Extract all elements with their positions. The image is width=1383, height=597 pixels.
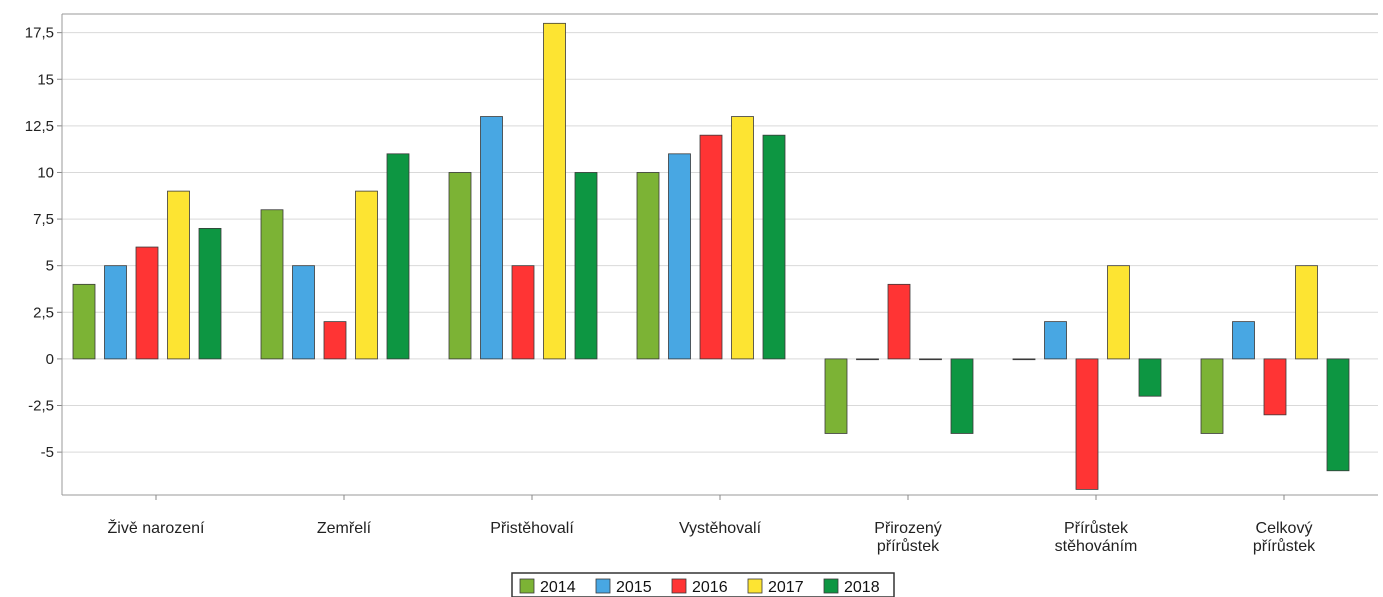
- y-tick-label: 15: [37, 71, 54, 88]
- bar-2018: [1326, 358, 1350, 472]
- bar-2015: [668, 153, 691, 360]
- y-tick-label: 5: [46, 258, 54, 275]
- y-tick-label: 10: [37, 164, 54, 181]
- bars: [72, 22, 1350, 490]
- legend-label[interactable]: 2017: [768, 579, 804, 596]
- legend-label[interactable]: 2018: [844, 579, 880, 596]
- bar-2014: [448, 172, 472, 360]
- legend-swatch: [823, 578, 839, 594]
- bar-2014: [824, 358, 848, 434]
- x-category-label: Vystěhovalí: [679, 520, 762, 537]
- x-category-label: Přistěhovalí: [490, 520, 574, 537]
- legend-swatch: [747, 578, 763, 594]
- bar-2015: [104, 265, 127, 360]
- legend-label[interactable]: 2015: [616, 579, 652, 596]
- bar-2016: [1263, 358, 1287, 416]
- bar-2018: [386, 153, 410, 360]
- bar-2018: [1138, 358, 1162, 397]
- y-tick-label: 2,5: [33, 304, 54, 321]
- bar-2014: [1012, 358, 1036, 361]
- y-tick-label: 17,5: [25, 25, 54, 42]
- bar-2017: [919, 358, 942, 361]
- legend: 2014 2015 2016 2017 2018: [511, 572, 895, 597]
- bar-2017: [167, 190, 190, 360]
- bar-2017: [1107, 265, 1130, 360]
- bar-2017: [543, 22, 566, 360]
- bar-2018: [198, 227, 222, 360]
- y-tick-label: 12,5: [25, 118, 54, 135]
- y-tick-label: -2,5: [28, 398, 54, 415]
- x-category-label: Přírůstek stěhováním: [1055, 519, 1138, 555]
- bar-2018: [950, 358, 974, 434]
- y-tick-labels: -5 -2,5 0 2,5 5 7,5 10 12,5 15 17,5: [25, 25, 54, 461]
- bar-2016: [135, 246, 159, 360]
- bar-2017: [355, 190, 378, 360]
- bar-2014: [72, 283, 96, 360]
- bar-2017: [1295, 265, 1318, 360]
- x-category-label: Živě narození: [108, 518, 205, 537]
- bar-2014: [636, 172, 660, 360]
- bar-2015: [1044, 321, 1067, 360]
- legend-swatch: [671, 578, 687, 594]
- bar-2015: [1232, 321, 1255, 360]
- legend-label[interactable]: 2016: [692, 579, 728, 596]
- bar-2014: [260, 209, 284, 360]
- bar-2016: [887, 283, 911, 360]
- bar-2016: [323, 321, 347, 360]
- y-tick-label: 0: [46, 351, 54, 368]
- axes: [57, 13, 1378, 500]
- legend-swatch: [595, 578, 611, 594]
- bar-2014: [1200, 358, 1224, 434]
- bar-2017: [731, 116, 754, 360]
- x-category-label: Zemřelí: [317, 520, 372, 537]
- x-category-label: Celkový přírůstek: [1253, 520, 1316, 555]
- bar-2016: [511, 265, 535, 360]
- bar-2018: [762, 134, 786, 360]
- x-category-label: Přirozený přírůstek: [874, 520, 942, 555]
- bar-2015: [856, 358, 879, 361]
- bar-2015: [480, 116, 503, 360]
- y-tick-label: 7,5: [33, 211, 54, 228]
- legend-label[interactable]: 2014: [540, 579, 576, 596]
- y-tick-label: -5: [41, 444, 54, 461]
- x-category-labels: Živě narození Zemřelí Přistěhovalí Vystěhov…: [108, 518, 1317, 555]
- bar-2016: [699, 134, 723, 360]
- bar-2015: [292, 265, 315, 360]
- bar-2018: [574, 172, 598, 360]
- bar-2016: [1075, 358, 1099, 490]
- legend-swatch: [519, 578, 535, 594]
